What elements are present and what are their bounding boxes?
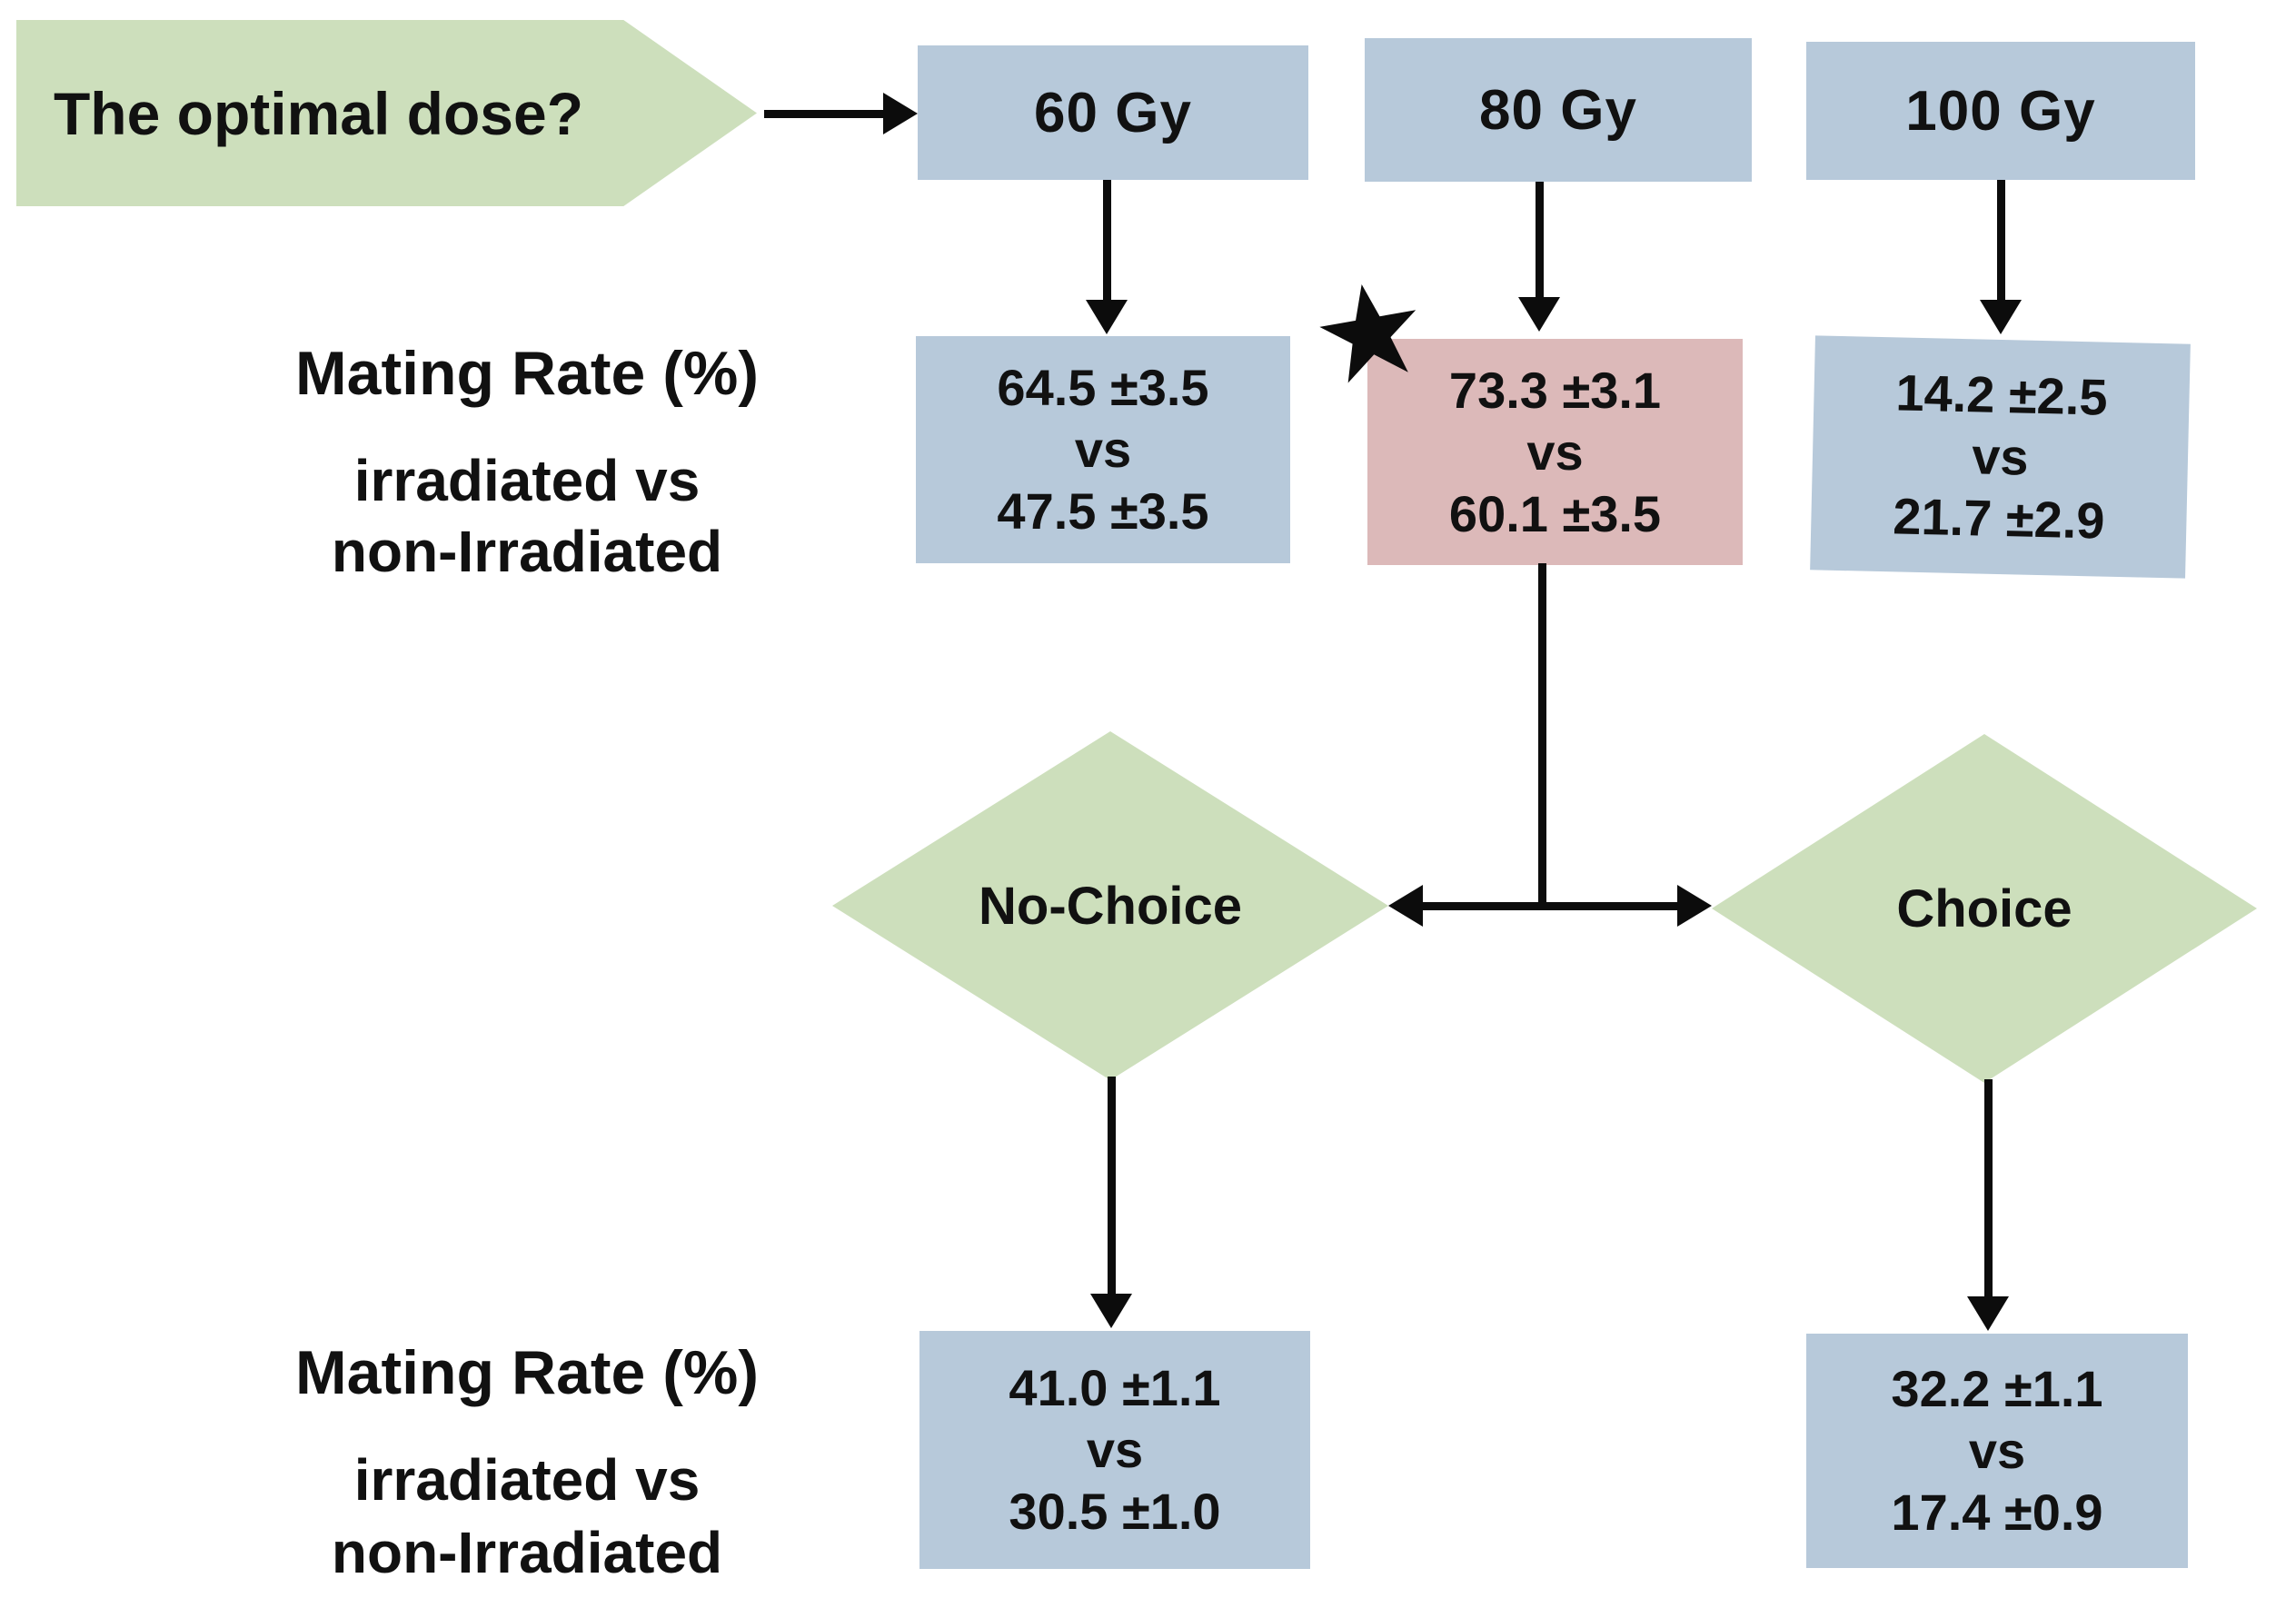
arrow-80gy-to-result [1536, 182, 1544, 300]
arrow-choice-to-result [1984, 1079, 1993, 1299]
arrow-no-choice-to-result [1108, 1077, 1116, 1296]
result-vs: vs [1971, 427, 2030, 486]
star-icon [1319, 284, 1416, 383]
metric-label-top-line2: irradiated vs [353, 448, 701, 513]
arrowhead-down-icon [1967, 1296, 2009, 1331]
result-non-irradiated: 47.5 ±3.5 [997, 482, 1209, 540]
result-box-60gy: 64.5 ±3.5 vs 47.5 ±3.5 [916, 336, 1290, 563]
prompt-label: The optimal dose? [53, 79, 584, 147]
arrow-prompt-to-60gy [764, 110, 886, 118]
result-non-irradiated: 30.5 ±1.0 [1009, 1483, 1221, 1540]
result-non-irradiated: 17.4 ±0.9 [1891, 1484, 2103, 1541]
dose-label-60gy: 60 Gy [1034, 81, 1192, 144]
diamond-label-choice: Choice [1896, 878, 2072, 938]
result-box-80gy-highlighted: 73.3 ±3.1 vs 60.1 ±3.5 [1367, 339, 1743, 565]
result-vs: vs [1526, 422, 1584, 481]
arrowhead-right-icon [883, 93, 918, 134]
result-irradiated: 73.3 ±3.1 [1448, 361, 1662, 419]
arrowhead-down-icon [1090, 1294, 1132, 1328]
result-vs: vs [1086, 1421, 1144, 1478]
metric-label-bottom-line3: non-Irradiated [331, 1520, 723, 1585]
connector-80gy-result-down [1538, 563, 1546, 910]
arrowhead-down-icon [1086, 300, 1128, 334]
metric-label-top-line3: non-Irradiated [331, 519, 723, 584]
result-irradiated: 41.0 ±1.1 [1009, 1359, 1221, 1416]
diamond-no-choice: No-Choice [832, 731, 1388, 1080]
arrowhead-right-icon [1677, 885, 1712, 927]
result-irradiated: 64.5 ±3.5 [997, 359, 1209, 416]
metric-label-top-line1: Mating Rate (%) [295, 339, 759, 408]
prompt-banner: The optimal dose? [16, 20, 757, 206]
arrowhead-down-icon [1518, 297, 1560, 332]
metric-label-bottom-line2: irradiated vs [353, 1447, 701, 1513]
dose-box-80gy: 80 Gy [1365, 38, 1752, 182]
dose-label-80gy: 80 Gy [1479, 78, 1637, 142]
result-irradiated: 14.2 ±2.5 [1894, 363, 2109, 426]
dose-box-100gy: 100 Gy [1806, 42, 2195, 180]
dose-box-60gy: 60 Gy [918, 45, 1308, 180]
arrow-60gy-to-result [1103, 180, 1111, 303]
result-vs: vs [1968, 1422, 2026, 1479]
result-box-choice: 32.2 ±1.1 vs 17.4 ±0.9 [1806, 1334, 2188, 1568]
diamond-label-no-choice: No-Choice [979, 876, 1242, 936]
result-non-irradiated: 60.1 ±3.5 [1448, 484, 1662, 542]
arrowhead-left-icon [1388, 885, 1423, 927]
result-box-100gy: 14.2 ±2.5 vs 21.7 ±2.9 [1810, 335, 2191, 579]
result-vs: vs [1074, 421, 1132, 478]
diamond-choice: Choice [1712, 734, 2257, 1083]
dose-label-100gy: 100 Gy [1905, 79, 2096, 143]
connector-branch-horizontal [1417, 902, 1681, 910]
metric-label-bottom-line1: Mating Rate (%) [295, 1338, 759, 1407]
result-irradiated: 32.2 ±1.1 [1891, 1360, 2103, 1417]
arrow-100gy-to-result [1997, 180, 2005, 303]
arrowhead-down-icon [1980, 300, 2022, 334]
result-non-irradiated: 21.7 ±2.9 [1892, 487, 2106, 550]
result-box-no-choice: 41.0 ±1.1 vs 30.5 ±1.0 [919, 1331, 1310, 1569]
